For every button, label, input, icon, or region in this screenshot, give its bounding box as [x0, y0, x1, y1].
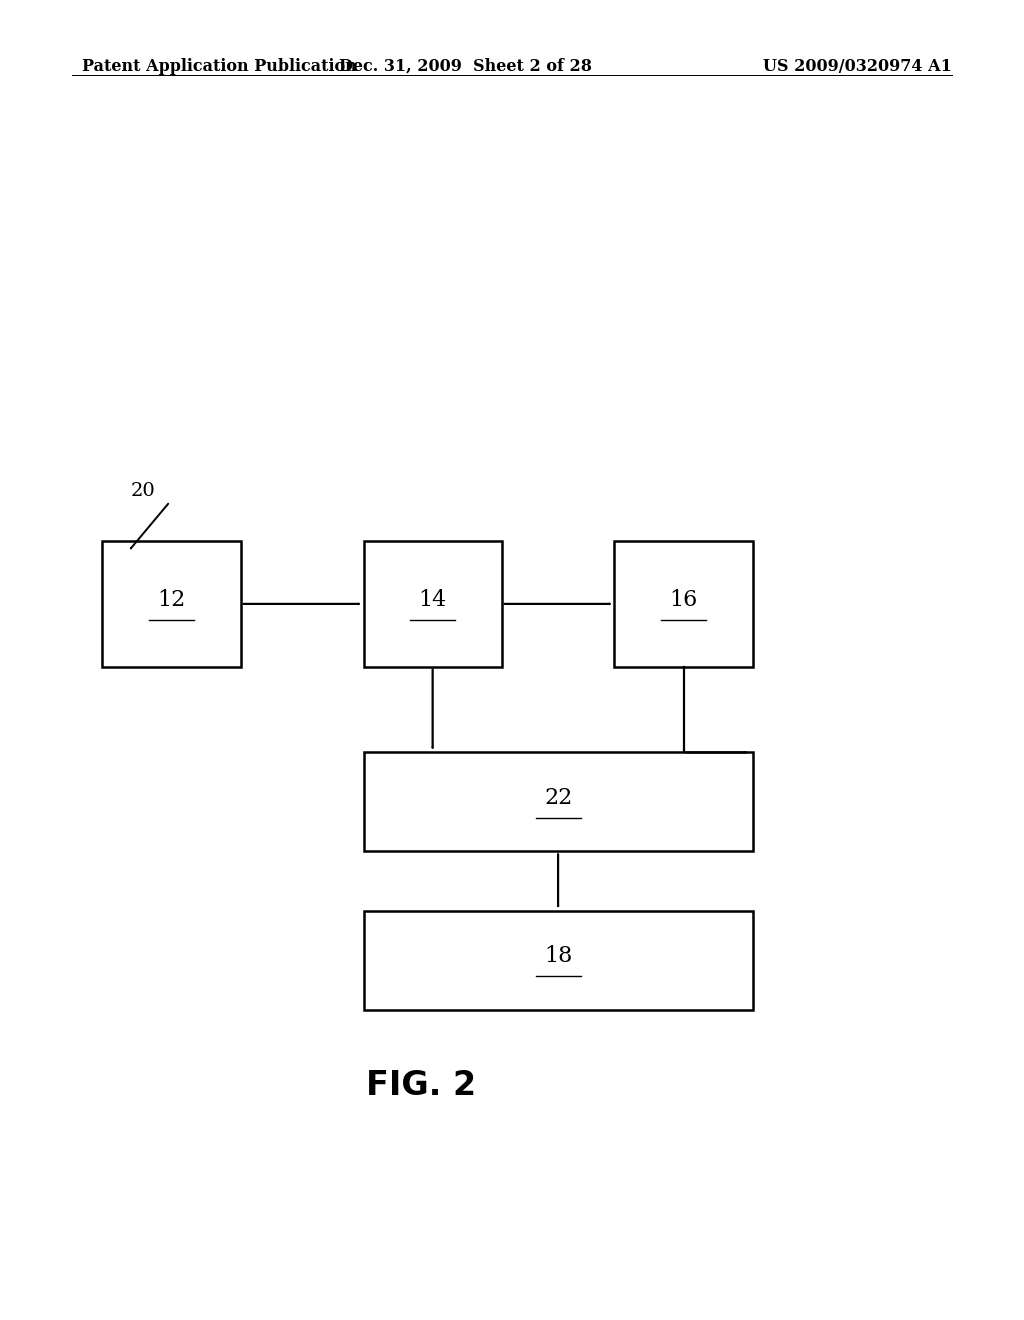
Text: 14: 14 [419, 589, 446, 611]
Text: 22: 22 [544, 787, 572, 809]
Bar [102, 541, 241, 667]
Bar [364, 752, 753, 851]
Text: Patent Application Publication: Patent Application Publication [82, 58, 356, 75]
Bar [614, 541, 753, 667]
Text: FIG. 2: FIG. 2 [366, 1069, 476, 1101]
Text: US 2009/0320974 A1: US 2009/0320974 A1 [764, 58, 952, 75]
Text: 12: 12 [158, 589, 185, 611]
Bar [364, 911, 753, 1010]
Bar [364, 541, 502, 667]
Text: 16: 16 [670, 589, 697, 611]
Text: 20: 20 [131, 482, 156, 500]
Text: 18: 18 [544, 945, 572, 968]
Text: Dec. 31, 2009  Sheet 2 of 28: Dec. 31, 2009 Sheet 2 of 28 [339, 58, 593, 75]
